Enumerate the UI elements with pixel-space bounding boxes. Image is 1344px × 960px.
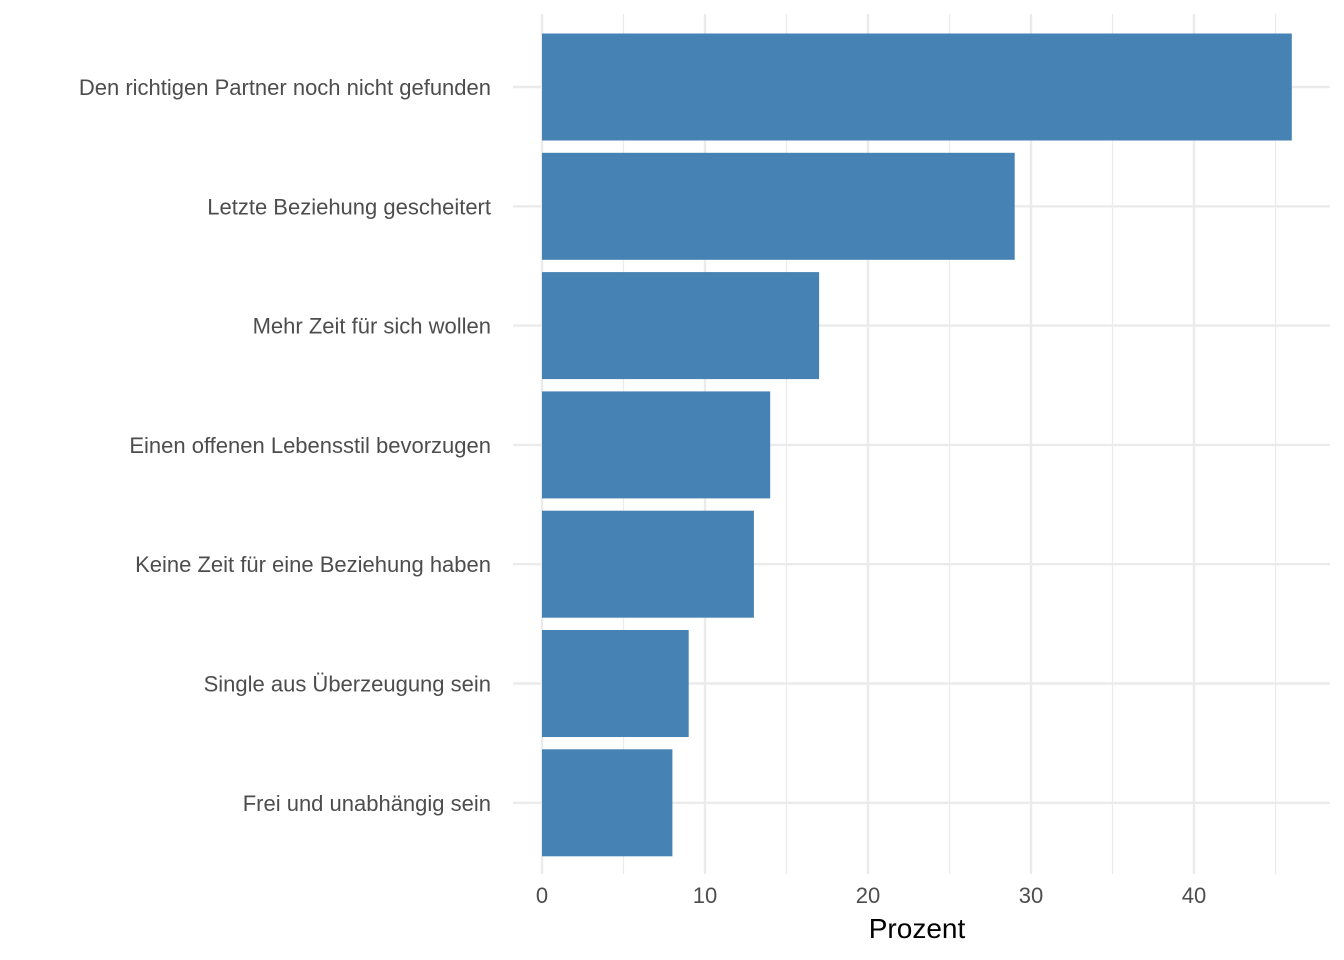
x-tick-label: 20	[856, 883, 880, 908]
bar	[542, 630, 689, 737]
x-tick-label: 0	[536, 883, 548, 908]
category-label: Mehr Zeit für sich wollen	[253, 314, 491, 339]
bars	[542, 33, 1292, 857]
category-label: Keine Zeit für eine Beziehung haben	[135, 552, 491, 577]
x-tick-label: 40	[1182, 883, 1206, 908]
x-tick-labels: 0 10 20 30 40	[536, 883, 1206, 908]
bar	[542, 33, 1292, 141]
bar	[542, 391, 771, 499]
category-label: Single aus Überzeugung sein	[204, 672, 491, 697]
bar	[542, 749, 673, 857]
bar	[542, 152, 1015, 260]
x-tick-label: 10	[693, 883, 717, 908]
bar	[542, 272, 820, 380]
category-label: Den richtigen Partner noch nicht gefunde…	[79, 75, 491, 100]
category-label: Einen offenen Lebensstil bevorzugen	[129, 433, 491, 458]
category-label: Frei und unabhängig sein	[243, 791, 491, 816]
category-label: Letzte Beziehung gescheitert	[207, 194, 491, 219]
x-axis-title: Prozent	[869, 913, 966, 944]
x-tick-label: 30	[1019, 883, 1043, 908]
category-labels: Den richtigen Partner noch nicht gefunde…	[79, 75, 491, 816]
bar	[542, 510, 754, 618]
